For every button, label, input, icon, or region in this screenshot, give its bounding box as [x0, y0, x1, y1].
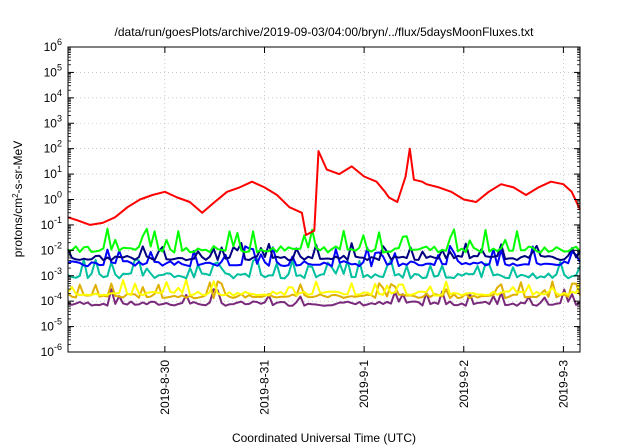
- y-axis-label: protons/cm2-s-sr-MeV: [11, 141, 26, 257]
- y-tick-label: 106: [44, 37, 62, 54]
- x-tick-label: 2019-9-1: [357, 360, 371, 408]
- y-tick-label: 101: [44, 164, 62, 181]
- y-tick-label: 10-6: [41, 342, 62, 359]
- x-axis-ticks: 2019-8-30 2019-8-31 2019-9-1 2019-9-2 2019-9…: [158, 47, 570, 415]
- series-layer: [67, 147, 581, 307]
- y-axis-label-main: protons/cm: [11, 198, 25, 257]
- chart-title: /data/run/goesPlots/archive/2019-09-03/0…: [115, 25, 535, 39]
- y-tick-label: 10-5: [41, 317, 62, 334]
- y-tick-label: 104: [44, 88, 62, 105]
- y-tick-label: 10-3: [41, 266, 62, 283]
- series-line-5: [67, 242, 581, 262]
- series-line-3: [67, 257, 581, 280]
- series-line-7: [67, 147, 581, 236]
- x-axis-label: Coordinated Universal Time (UTC): [232, 431, 416, 445]
- y-tick-label: 10-4: [41, 291, 62, 308]
- y-tick-label: 100: [44, 190, 62, 207]
- series-line-1: [67, 280, 581, 300]
- y-tick-label: 10-1: [41, 215, 62, 232]
- y-tick-label: 102: [44, 139, 62, 156]
- series-line-2: [67, 278, 581, 297]
- x-tick-label: 2019-8-30: [158, 360, 172, 415]
- y-tick-label: 103: [44, 113, 62, 130]
- x-tick-label: 2019-9-2: [457, 360, 471, 408]
- y-axis-label-tail: -s-sr-MeV: [11, 141, 25, 194]
- y-axis-ticks: 10-6 10-5 10-4 10-3 10-2 10-1 100 101 102 103 104 1…: [41, 37, 580, 359]
- x-tick-label: 2019-8-31: [257, 360, 271, 415]
- series-line-0: [67, 288, 581, 307]
- y-tick-label: 10-2: [41, 240, 62, 257]
- y-axis-label-sup: 2: [11, 193, 20, 198]
- grid-lines: [68, 47, 580, 352]
- series-line-6: [67, 227, 581, 254]
- y-tick-label: 105: [44, 62, 62, 79]
- x-tick-label: 2019-9-3: [556, 360, 570, 408]
